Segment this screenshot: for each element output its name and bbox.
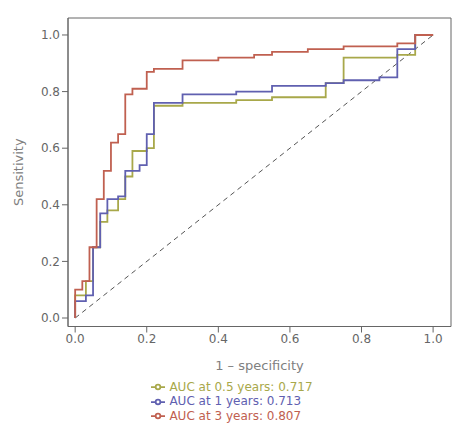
svg-text:1.0: 1.0: [424, 332, 443, 346]
svg-text:0.8: 0.8: [41, 85, 60, 99]
svg-text:0.0: 0.0: [66, 332, 85, 346]
svg-text:Sensitivity: Sensitivity: [11, 138, 26, 206]
svg-text:0.2: 0.2: [137, 332, 156, 346]
svg-text:0.8: 0.8: [352, 332, 371, 346]
svg-text:1 – specificity: 1 – specificity: [215, 358, 304, 373]
svg-text:0.6: 0.6: [41, 141, 60, 155]
svg-text:0.6: 0.6: [280, 332, 299, 346]
svg-text:0.4: 0.4: [209, 332, 228, 346]
html-text:AUC at 1 years: 0.713: AUC at 1 years: 0.713: [169, 394, 302, 408]
svg-text:0.2: 0.2: [41, 255, 60, 269]
svg-text:0.4: 0.4: [41, 198, 60, 212]
html-text:AUC at 3 years: 0.807: AUC at 3 years: 0.807: [169, 408, 302, 423]
svg-text:1.0: 1.0: [41, 28, 60, 42]
svg-text:0.0: 0.0: [41, 311, 60, 325]
html-text:AUC at 0.5 years: 0.717: AUC at 0.5 years: 0.717: [169, 379, 313, 394]
